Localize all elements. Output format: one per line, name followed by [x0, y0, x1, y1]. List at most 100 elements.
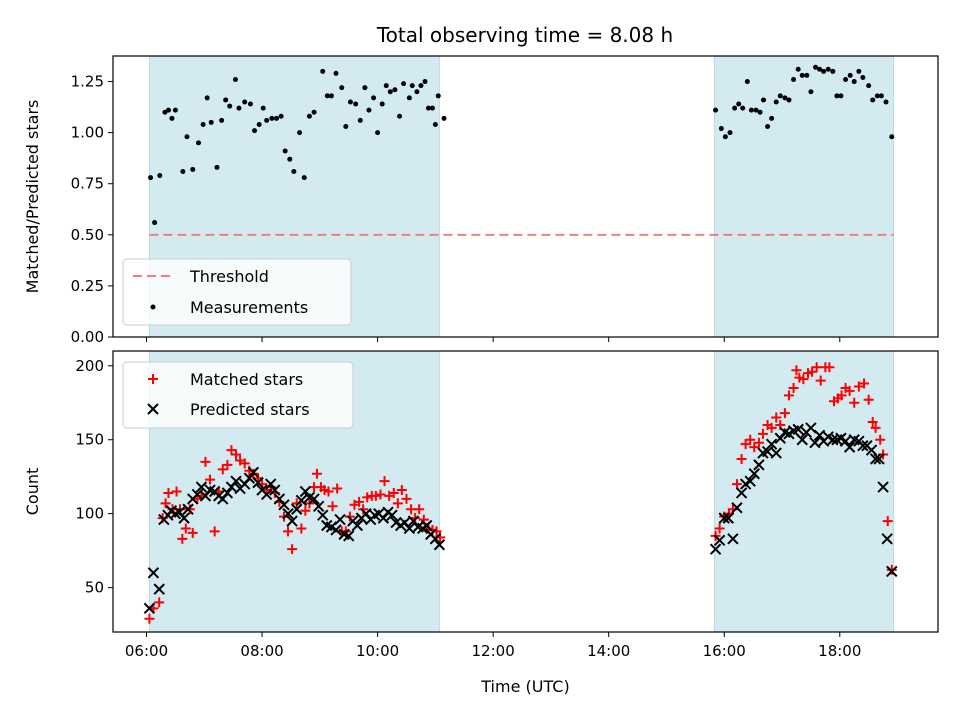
matched-point: [807, 366, 818, 377]
measurement-point: [851, 79, 857, 85]
measurement-point: [409, 83, 415, 89]
predicted-point: [286, 515, 298, 527]
series-measurements: [148, 64, 895, 226]
measurement-point: [878, 93, 884, 99]
measurement-point: [200, 121, 206, 127]
matched-point: [745, 434, 756, 445]
axes-frame: [112, 350, 939, 633]
matched-point: [736, 453, 747, 464]
measurement-point: [856, 68, 862, 74]
matched-point: [757, 428, 768, 439]
measurement-point: [813, 64, 819, 70]
measurement-point: [401, 81, 407, 87]
measurement-point: [273, 115, 279, 121]
measurement-point: [208, 119, 214, 125]
measurement-point: [214, 164, 220, 170]
predicted-point: [195, 481, 208, 493]
matched-point: [788, 382, 799, 393]
matched-point: [824, 362, 835, 373]
matched-point: [358, 504, 369, 515]
predicted-point: [182, 503, 194, 515]
measurement-point: [791, 77, 797, 83]
measurement-point: [152, 220, 158, 226]
matched-point: [815, 375, 826, 386]
measurement-point: [375, 130, 381, 136]
predicted-point: [873, 453, 885, 465]
predicted-point: [731, 502, 743, 514]
y-axis-label: Count: [23, 468, 42, 516]
measurement-point: [765, 124, 771, 130]
legend: Threshold Measurements: [122, 258, 352, 326]
measurement-point: [732, 105, 738, 111]
ratio-panel: 0.00 0.25 0.50 0.75 1.00 1.25 Matched/Predicte…: [23, 55, 939, 346]
measurement-point: [260, 105, 266, 111]
measurement-point: [769, 115, 775, 121]
matched-point: [853, 381, 864, 392]
series-matched-stars: [144, 362, 897, 624]
measurement-point: [248, 101, 253, 107]
matched-point: [200, 456, 211, 467]
measurement-point: [397, 113, 403, 119]
matched-point: [354, 496, 365, 507]
matched-point: [180, 523, 191, 534]
predicted-point: [886, 565, 898, 578]
y-tick-label: 50: [85, 579, 104, 597]
predicted-point: [770, 447, 782, 459]
shaded-span-2: [713, 55, 895, 338]
predicted-point: [881, 533, 893, 545]
measurement-point: [736, 101, 742, 107]
measurement-point: [353, 101, 359, 107]
measurement-point: [722, 134, 728, 140]
predicted-point: [792, 423, 804, 436]
y-tick-label: 100: [75, 505, 104, 523]
series-predicted-stars: [143, 422, 898, 615]
predicted-point: [230, 475, 242, 487]
legend-label-matched: Matched stars: [190, 370, 303, 389]
measurement-point: [157, 173, 163, 179]
measurement-point: [311, 109, 317, 115]
matched-point: [875, 434, 886, 445]
matched-point: [283, 526, 294, 537]
predicted-point: [813, 429, 826, 442]
measurement-point: [282, 148, 288, 154]
measurement-point: [347, 99, 353, 105]
predicted-point: [433, 539, 446, 551]
measurement-point: [219, 117, 225, 123]
measurement-point: [748, 107, 754, 113]
measurement-point: [847, 72, 853, 78]
predicted-point: [351, 519, 364, 532]
measurement-point: [889, 134, 895, 140]
matched-point: [859, 378, 870, 389]
measurement-point: [718, 126, 724, 132]
matched-point: [291, 498, 302, 509]
matched-point: [184, 504, 195, 515]
matched-point: [771, 412, 782, 423]
measurement-point: [232, 77, 238, 83]
matched-point: [844, 385, 855, 396]
legend-box: [122, 361, 354, 429]
predicted-point: [765, 438, 778, 450]
measurement-point: [165, 107, 171, 113]
predicted-point: [869, 453, 882, 465]
measurement-point: [834, 93, 840, 99]
measurement-point: [795, 66, 801, 72]
measurement-point: [777, 93, 783, 99]
legend-measurements-swatch: [150, 304, 156, 310]
matched-point: [870, 422, 881, 433]
predicted-point: [291, 503, 303, 515]
predicted-point: [252, 476, 264, 489]
measurement-point: [422, 79, 428, 85]
predicted-point: [308, 493, 320, 505]
predicted-point: [317, 509, 329, 521]
measurement-point: [320, 68, 326, 74]
measurement-point: [357, 117, 363, 123]
matched-point: [714, 523, 725, 534]
predicted-point: [713, 534, 726, 547]
measurement-point: [343, 124, 349, 130]
measurement-point: [362, 85, 368, 91]
predicted-point: [147, 567, 160, 579]
x-tick-label: 14:00: [587, 642, 630, 660]
measurement-point: [761, 97, 767, 103]
matched-point: [154, 597, 165, 608]
predicted-point: [330, 524, 342, 536]
